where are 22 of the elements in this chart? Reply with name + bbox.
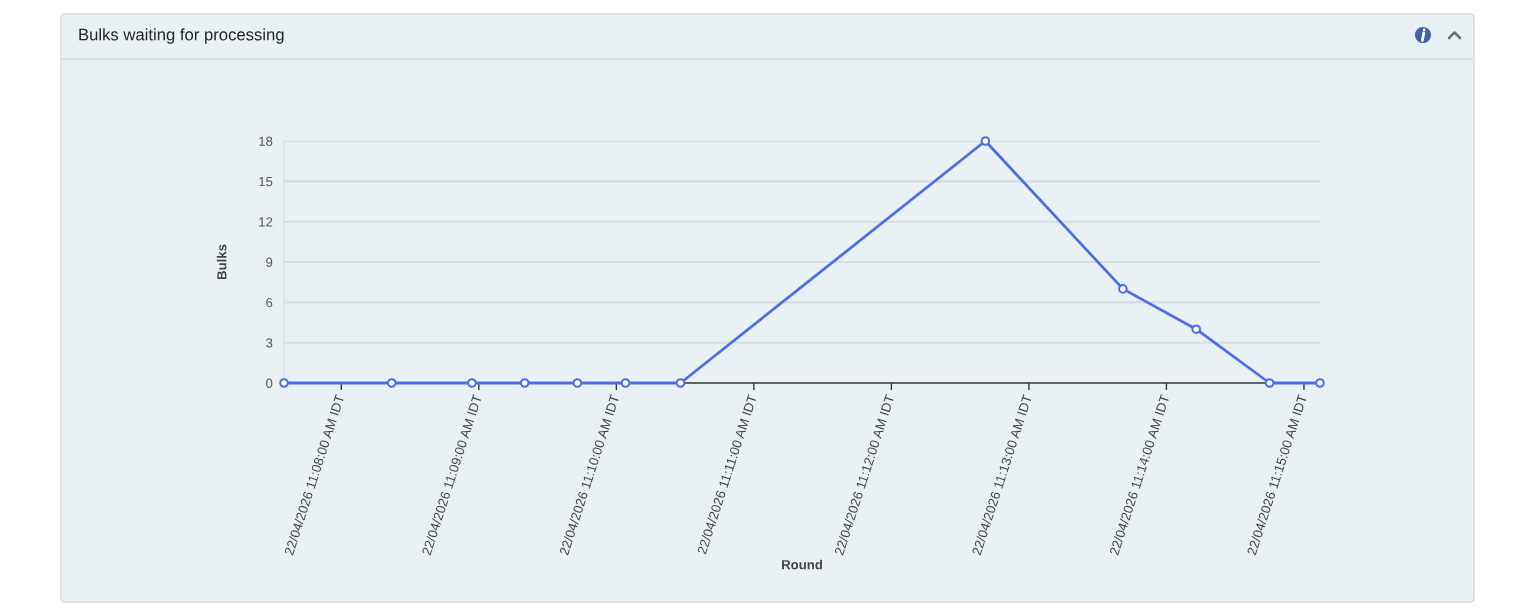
x-axis-title: Round [782,559,823,570]
point [467,378,477,388]
point [1315,378,1325,388]
point [572,378,583,388]
y-tick-label: 9 [266,257,273,267]
point [519,378,530,388]
y-axis-title: Bulks [216,244,227,280]
point [620,378,631,388]
point [1191,324,1202,335]
point [675,378,686,388]
y-tick-label: 3 [266,338,273,348]
y-tick-label: 12 [259,217,273,227]
point [1118,284,1128,294]
point [279,378,289,388]
chart-title: Bulks waiting for processing [79,28,284,44]
y-tick-label: 18 [259,136,273,146]
point [386,378,397,388]
y-tick-label: 6 [266,297,273,308]
point [980,136,991,146]
y-tick-label: 0 [266,378,273,388]
y-tick-label: 15 [259,177,273,187]
point [1264,378,1275,388]
